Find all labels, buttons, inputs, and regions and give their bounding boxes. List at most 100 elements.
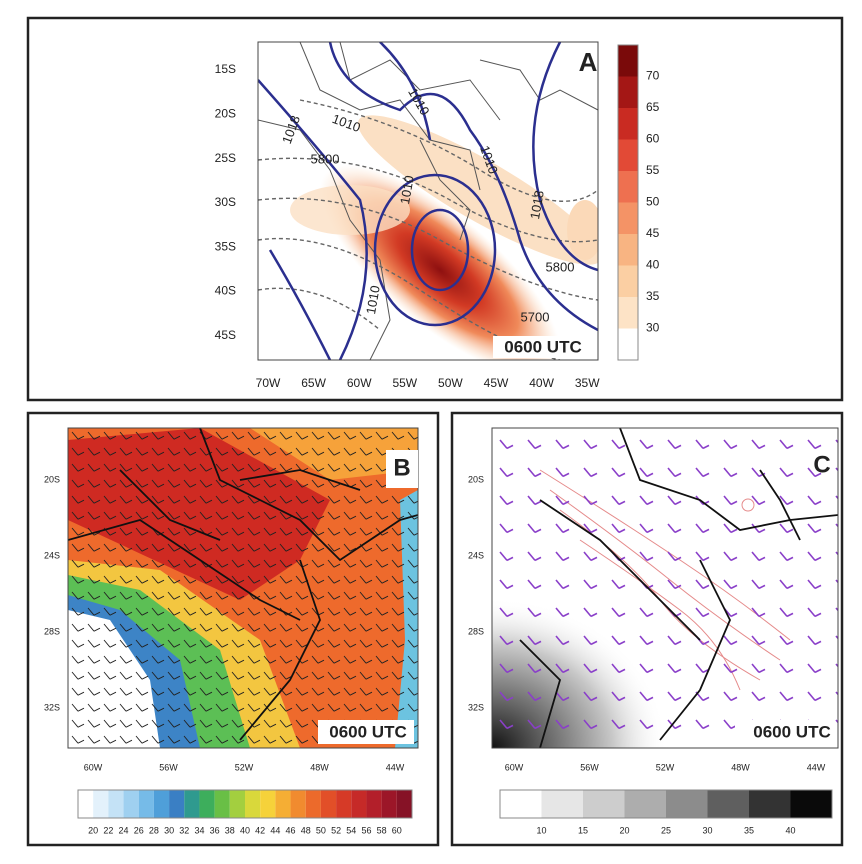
barb-flag [269, 675, 277, 680]
barb-flag [285, 563, 293, 568]
barb [183, 527, 191, 536]
barb-flag [786, 696, 794, 702]
barb [327, 479, 335, 488]
colorbar-cell [618, 297, 638, 329]
barb [407, 591, 415, 600]
barb [71, 479, 79, 488]
barb-flag [253, 435, 261, 440]
barb-flag [109, 547, 117, 552]
colorbar-cell [305, 790, 321, 818]
barb [583, 607, 592, 617]
barb-flag [93, 547, 101, 552]
barb [151, 431, 159, 440]
barb [135, 511, 143, 520]
colorbar-cell [336, 790, 352, 818]
colorbar-label: 25 [661, 825, 671, 835]
barb [151, 495, 159, 504]
barb-flag [506, 528, 514, 534]
barb-flag [157, 451, 165, 456]
barb [135, 639, 143, 648]
barb-flag [365, 643, 373, 648]
barb-flag [317, 515, 325, 520]
barb-flag [109, 483, 117, 488]
barb-flag [173, 483, 181, 488]
colorbar-label: 70 [646, 69, 660, 83]
barb [231, 703, 239, 712]
barb [151, 511, 159, 520]
barb-flag [109, 643, 117, 648]
barb-flag [221, 499, 229, 504]
barb-flag [125, 675, 133, 680]
barb [835, 663, 838, 668]
barb-flag [397, 691, 405, 696]
barb [167, 575, 175, 584]
barb [279, 591, 287, 600]
barb [167, 687, 175, 696]
barb-flag [77, 435, 85, 440]
barb-flag [590, 724, 598, 730]
barb [327, 671, 335, 680]
barb-flag [730, 444, 738, 450]
barb-flag [173, 451, 181, 456]
barb-flag [301, 515, 309, 520]
barb [583, 551, 592, 561]
barb-flag [253, 707, 261, 712]
barb [527, 719, 536, 729]
barb [779, 523, 788, 533]
barb [667, 495, 676, 505]
barb-flag [173, 547, 181, 552]
barb [87, 431, 95, 440]
colorbar-cell [618, 265, 638, 297]
lon-label: 50W [438, 376, 463, 390]
barb-flag [77, 691, 85, 696]
barb-flag [173, 563, 181, 568]
barb [295, 511, 303, 520]
barb [87, 479, 95, 488]
barb [263, 719, 271, 728]
colorbar-cell [583, 790, 625, 818]
barb-flag [562, 640, 570, 646]
barb [327, 447, 335, 456]
barb-flag [646, 640, 654, 646]
barb [779, 467, 788, 477]
barb [119, 559, 127, 568]
barb [135, 559, 143, 568]
barb-flag [237, 579, 245, 584]
barb [279, 527, 287, 536]
barb [583, 495, 592, 505]
barb-flag [253, 675, 261, 680]
barb [295, 495, 303, 504]
barb-flag [221, 435, 229, 440]
barb-flag [301, 451, 309, 456]
barb [327, 527, 335, 536]
barb [499, 551, 508, 561]
barb-flag [205, 515, 213, 520]
barb [527, 439, 536, 449]
barb-flag [189, 435, 197, 440]
colorbar-label: 50 [316, 825, 326, 835]
barb-flag [269, 499, 277, 504]
barb-flag [702, 556, 710, 562]
barb-flag [646, 500, 654, 506]
barb [807, 663, 816, 673]
barb [295, 671, 303, 680]
barb [407, 543, 415, 552]
barb-flag [269, 563, 277, 568]
barb-flag [534, 640, 542, 646]
pressure-contours [258, 42, 598, 360]
barb-flag [365, 547, 373, 552]
barb [499, 691, 508, 701]
barb [807, 523, 816, 533]
lat-label: 20S [44, 474, 60, 484]
barb [247, 527, 255, 536]
barb-flag [397, 515, 405, 520]
barb [751, 551, 760, 561]
barb-flag [365, 515, 373, 520]
barb [183, 639, 191, 648]
barb [295, 575, 303, 584]
barb [71, 655, 79, 664]
barb-flag [333, 659, 341, 664]
barb [279, 463, 287, 472]
barb-flag [269, 723, 277, 728]
barb-flag [141, 515, 149, 520]
